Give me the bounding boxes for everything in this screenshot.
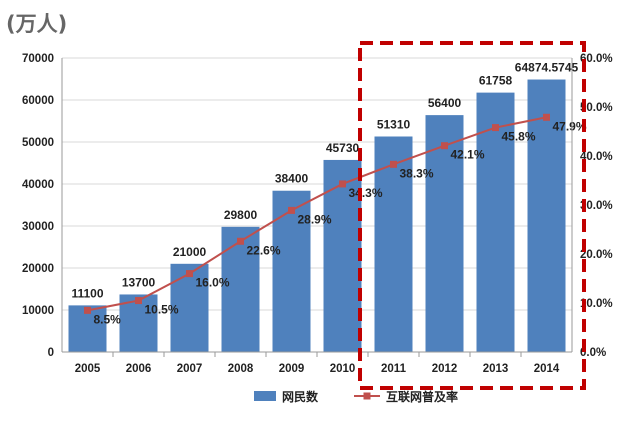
y-right-tick-label: 60.0% bbox=[580, 53, 613, 65]
rate-value-label: 34.3% bbox=[349, 186, 383, 200]
y-left-tick-label: 40000 bbox=[22, 179, 54, 191]
y-right-tick-label: 20.0% bbox=[580, 249, 613, 261]
bar-value-label: 11100 bbox=[71, 286, 103, 300]
rate-value-label: 45.8% bbox=[502, 130, 536, 144]
line-data-labels: 8.5% 10.5% 16.0% 22.6% 28.9% 34.3% 38.3% 42.1% 4… bbox=[94, 119, 587, 326]
y-left-tick-label: 10000 bbox=[22, 305, 54, 317]
bar bbox=[323, 159, 362, 352]
y-right-tick-label: 40.0% bbox=[580, 151, 613, 163]
x-tick-label: 2014 bbox=[534, 363, 560, 375]
x-tick-label: 2012 bbox=[432, 363, 458, 375]
x-tick-label: 2010 bbox=[330, 363, 356, 375]
rate-point bbox=[135, 297, 142, 305]
rate-point bbox=[84, 306, 91, 314]
rate-point bbox=[237, 237, 244, 245]
bar-value-label: 21000 bbox=[173, 245, 207, 259]
rate-point bbox=[390, 160, 397, 168]
y-left-tick-label: 70000 bbox=[22, 53, 54, 65]
bar bbox=[374, 136, 413, 352]
bar-data-labels: 11100 13700 21000 29800 38400 45730 51310 56400… bbox=[71, 61, 578, 301]
rate-line bbox=[87, 116, 547, 312]
bar-value-label: 51310 bbox=[377, 117, 411, 131]
bar bbox=[425, 115, 464, 353]
y-right-tick-label: 30.0% bbox=[580, 200, 613, 212]
bar-value-label: 45730 bbox=[326, 141, 360, 155]
bar-value-label: 56400 bbox=[428, 96, 462, 110]
x-tick-label: 2005 bbox=[75, 363, 101, 375]
axes: 0 10000 20000 30000 40000 50000 60000 70000 0.0%… bbox=[22, 53, 613, 375]
rate-point bbox=[288, 206, 295, 214]
highlight-box bbox=[358, 41, 586, 390]
legend: 网民数 互联网普及率 bbox=[254, 389, 458, 404]
x-tick-label: 2009 bbox=[279, 363, 305, 375]
rate-value-label: 47.9% bbox=[553, 119, 587, 133]
legend-swatch-users bbox=[254, 391, 276, 401]
unit-label: (万人) bbox=[6, 12, 68, 36]
bar bbox=[170, 263, 209, 352]
y-left-tick-label: 0 bbox=[48, 347, 54, 359]
y-right-tick-label: 50.0% bbox=[580, 102, 613, 114]
rate-point bbox=[186, 270, 193, 278]
rate-value-label: 16.0% bbox=[196, 276, 230, 290]
rate-value-label: 28.9% bbox=[298, 212, 332, 226]
rate-point bbox=[441, 142, 448, 150]
rate-point bbox=[543, 113, 550, 121]
highlight-box-group bbox=[358, 41, 586, 390]
y-left-tick-label: 20000 bbox=[22, 263, 54, 275]
bar-value-label: 29800 bbox=[224, 208, 258, 222]
rate-value-label: 8.5% bbox=[94, 312, 122, 326]
bar-value-label: 64874.5745 bbox=[515, 61, 579, 75]
rate-point bbox=[492, 124, 499, 132]
rate-value-label: 38.3% bbox=[400, 166, 434, 180]
bar bbox=[527, 79, 566, 352]
x-tick-label: 2008 bbox=[228, 363, 254, 375]
y-left-tick-label: 30000 bbox=[22, 221, 54, 233]
y-left-tick-label: 50000 bbox=[22, 137, 54, 149]
bar-value-label: 61758 bbox=[479, 74, 513, 88]
y-left-tick-label: 60000 bbox=[22, 95, 54, 107]
rate-value-label: 10.5% bbox=[145, 303, 179, 317]
y-right-tick-label: 10.0% bbox=[580, 298, 613, 310]
bar-value-label: 38400 bbox=[275, 172, 309, 186]
x-tick-label: 2007 bbox=[177, 363, 203, 375]
x-tick-label: 2011 bbox=[381, 363, 407, 375]
x-tick-label: 2006 bbox=[126, 363, 152, 375]
rate-value-label: 42.1% bbox=[451, 148, 485, 162]
rate-point bbox=[339, 180, 346, 188]
x-tick-label: 2013 bbox=[483, 363, 509, 375]
y-right-tick-label: 0.0% bbox=[580, 347, 606, 359]
legend-label-rate: 互联网普及率 bbox=[386, 389, 458, 404]
legend-marker-rate bbox=[363, 392, 371, 400]
line-series bbox=[84, 113, 550, 314]
rate-value-label: 22.6% bbox=[247, 243, 281, 257]
bar bbox=[476, 92, 515, 353]
bar bbox=[221, 226, 260, 352]
legend-label-users: 网民数 bbox=[282, 389, 319, 404]
bar-value-label: 13700 bbox=[122, 275, 156, 289]
